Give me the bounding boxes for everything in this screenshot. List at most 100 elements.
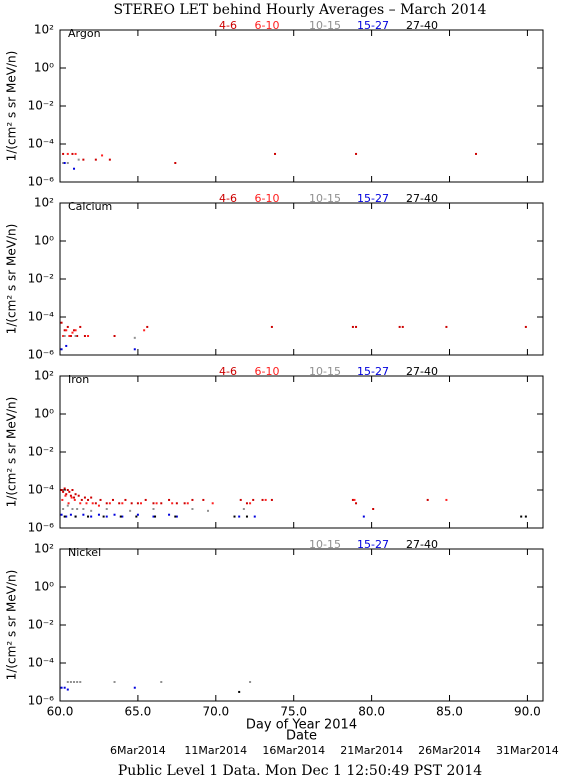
y-tick-label: 10² — [34, 23, 54, 37]
data-point — [155, 502, 158, 505]
data-point — [152, 502, 155, 505]
data-point — [211, 502, 214, 505]
data-point — [174, 162, 177, 164]
data-point — [71, 331, 74, 334]
y-tick-label: 10⁻⁶ — [28, 348, 55, 362]
data-point — [71, 489, 74, 491]
data-point — [119, 515, 122, 518]
data-point — [136, 502, 139, 505]
data-point — [146, 325, 149, 328]
data-point — [445, 325, 448, 328]
data-point — [270, 498, 273, 501]
y-tick-label: 10⁰ — [34, 407, 54, 421]
data-point — [133, 348, 136, 351]
data-point — [168, 498, 171, 501]
data-point — [83, 496, 86, 499]
date-tick-label: 11Mar2014 — [184, 744, 247, 757]
data-point — [136, 513, 139, 516]
legend-entry: 27-40 — [406, 538, 438, 551]
data-point — [372, 508, 375, 510]
data-point — [353, 498, 356, 501]
data-point — [94, 158, 97, 161]
data-point — [270, 325, 273, 328]
data-point — [76, 335, 79, 337]
data-point — [73, 496, 76, 499]
data-point — [174, 515, 177, 518]
y-tick-label: 10⁰ — [34, 234, 54, 248]
x-tick-label: 70.0 — [202, 705, 229, 719]
data-point — [105, 515, 108, 518]
data-point — [97, 504, 100, 507]
data-point — [63, 515, 66, 518]
data-point — [160, 502, 163, 505]
data-point — [80, 498, 83, 501]
data-point — [351, 325, 354, 328]
data-point — [61, 498, 64, 501]
date-axis-label: Date — [286, 729, 317, 744]
data-point — [160, 681, 163, 683]
data-point — [245, 515, 248, 518]
data-point — [355, 152, 358, 155]
data-point — [74, 493, 77, 496]
data-point — [69, 494, 72, 497]
data-point — [87, 515, 90, 518]
data-point — [143, 329, 146, 332]
legend-entry: 4-6 — [219, 365, 237, 378]
data-point — [74, 152, 77, 155]
data-point — [70, 496, 73, 499]
data-point — [140, 502, 143, 505]
data-point — [249, 681, 252, 683]
data-point — [79, 325, 82, 328]
data-point — [67, 502, 70, 505]
y-axis-label: 1/(cm² s sr MeV/n) — [5, 51, 19, 162]
data-point — [65, 329, 68, 332]
data-point — [62, 162, 65, 164]
data-point — [97, 513, 100, 516]
data-point — [66, 681, 69, 683]
x-tick-label: 65.0 — [125, 705, 152, 719]
data-point — [401, 325, 404, 328]
data-point — [168, 513, 171, 516]
y-tick-label: 10⁻⁴ — [28, 137, 55, 151]
data-point — [355, 502, 358, 505]
y-tick-label: 10⁻² — [28, 618, 55, 632]
chart-title: STEREO LET behind Hourly Averages – Marc… — [114, 2, 487, 18]
data-point — [63, 162, 66, 164]
legend-entry: 15-27 — [357, 192, 389, 205]
y-axis-label: 1/(cm² s sr MeV/n) — [5, 397, 19, 508]
data-point — [73, 167, 76, 170]
data-point — [71, 508, 74, 510]
date-tick-label: 31Mar2014 — [496, 744, 559, 757]
data-point — [73, 681, 76, 683]
date-tick-label: 21Mar2014 — [340, 744, 403, 757]
data-point — [90, 509, 93, 512]
data-point — [426, 498, 429, 501]
data-point — [475, 152, 478, 155]
legend-entry: 15-27 — [357, 365, 389, 378]
x-axis-label: Day of Year 2014 — [246, 718, 357, 733]
legend-entry: 10-15 — [309, 365, 341, 378]
data-point — [133, 336, 136, 339]
data-point — [238, 515, 241, 518]
data-point — [105, 508, 108, 510]
data-point — [87, 335, 90, 337]
data-point — [65, 515, 68, 518]
date-tick-label: 26Mar2014 — [418, 744, 481, 757]
date-tick-label: 16Mar2014 — [262, 744, 325, 757]
data-point — [94, 502, 97, 505]
plot-frame — [59, 375, 544, 529]
panel-title: Argon — [68, 27, 101, 40]
data-point — [152, 515, 155, 518]
y-tick-label: 10⁻⁴ — [28, 483, 55, 497]
data-point — [133, 686, 136, 689]
data-point — [91, 502, 94, 505]
data-point — [66, 325, 69, 328]
data-point — [129, 509, 132, 512]
data-point — [63, 329, 66, 332]
data-point — [68, 490, 71, 493]
data-point — [99, 498, 102, 501]
data-point — [74, 329, 77, 332]
data-point — [66, 152, 69, 155]
data-point — [60, 513, 63, 516]
